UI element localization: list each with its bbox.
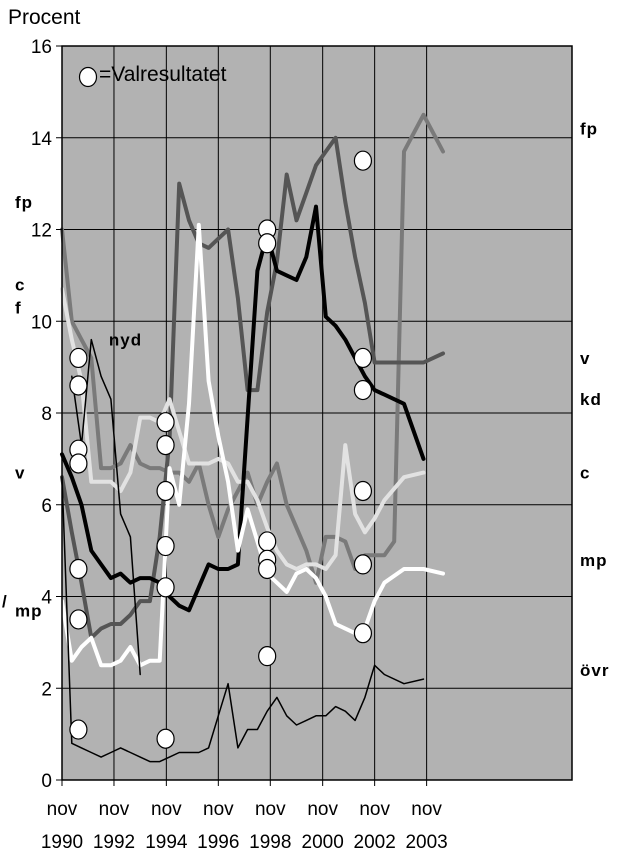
election-result-marker: [156, 435, 175, 456]
election-result-marker: [69, 609, 88, 630]
y-tick-label: 8: [41, 404, 52, 425]
series-label-mp: mp: [15, 601, 43, 620]
election-result-marker: [69, 453, 88, 474]
x-tick-label-month: nov: [47, 799, 78, 820]
election-result-markers: [69, 150, 373, 749]
series-label-kd: kd: [580, 390, 602, 409]
series-label-v: v: [15, 464, 25, 483]
series-label-fp: fp: [15, 193, 33, 212]
y-tick-label: 10: [31, 312, 52, 333]
election-result-marker: [353, 554, 373, 575]
election-result-marker: [69, 719, 88, 740]
x-tick-label-year: 2002: [354, 832, 396, 853]
x-tick-label-month: nov: [359, 799, 390, 820]
election-result-marker: [156, 577, 175, 598]
series-label-fp: fp: [580, 120, 598, 139]
election-result-marker: [258, 233, 277, 254]
x-tick-label-year: 2003: [405, 832, 447, 853]
axes: 0 2 4 6 8 10 12 14 16 nov 1990 nov 1992 nov 1994 nov 199…: [31, 37, 573, 853]
plot-border: [61, 45, 573, 781]
x-tick-label-year: 1996: [197, 832, 239, 853]
series-label-nyd: nyd: [109, 331, 142, 350]
election-result-marker: [258, 531, 277, 552]
x-tick-label-month: nov: [99, 799, 130, 820]
election-result-marker: [258, 558, 277, 580]
x-tick-label-month: nov: [307, 799, 338, 820]
election-result-marker: [353, 150, 373, 171]
x-tick-label-month: nov: [411, 799, 442, 820]
series-label-v: v: [580, 349, 590, 368]
legend: =Valresultatet: [78, 63, 227, 88]
x-tick-label-month: nov: [255, 799, 286, 820]
series-line-nyd: [71, 338, 141, 676]
legend-text: =Valresultatet: [99, 63, 227, 86]
series-label-c: c: [580, 464, 590, 483]
series-line-kd: [60, 204, 426, 613]
series-label-c: c: [15, 276, 25, 295]
x-tick-label-month: nov: [203, 799, 234, 820]
election-result-marker: [258, 646, 277, 667]
x-tick-label-year: 2000: [302, 832, 344, 853]
x-tick-label-month: nov: [151, 799, 182, 820]
x-tick-label-year: 1998: [249, 832, 291, 853]
election-result-marker: [69, 347, 88, 369]
election-result-marker: [156, 535, 175, 557]
y-tick-label: 2: [41, 679, 52, 700]
election-result-marker: [156, 412, 175, 433]
election-result-marker: [156, 728, 175, 749]
y-tick-label: 4: [41, 588, 52, 609]
election-result-marker: [353, 379, 373, 401]
x-tick-label-year: 1990: [41, 832, 83, 853]
election-result-marker: [69, 558, 88, 580]
y-tick-label: 6: [41, 496, 52, 517]
series-line-övr: [61, 476, 425, 763]
series-label-/: /: [2, 592, 8, 611]
y-tick-label: 0: [41, 771, 52, 792]
x-tick-label-year: 1992: [93, 832, 135, 853]
legend-circle-symbol: [78, 66, 98, 88]
y-tick-label: 12: [31, 221, 52, 242]
election-result-marker: [353, 480, 373, 502]
election-result-marker: [353, 623, 373, 644]
y-tick-label: 14: [31, 129, 53, 150]
election-result-marker: [156, 480, 175, 502]
series-label-övr: övr: [580, 661, 609, 680]
series-label-mp: mp: [580, 551, 608, 570]
x-tick-label-year: 1994: [145, 832, 188, 853]
election-result-marker: [69, 375, 88, 396]
y-tick-label: 16: [31, 37, 52, 58]
election-result-marker: [353, 347, 373, 369]
series-label-f: f: [15, 298, 22, 317]
series-line-v: [60, 135, 445, 640]
y-axis-label: Procent: [8, 6, 81, 29]
